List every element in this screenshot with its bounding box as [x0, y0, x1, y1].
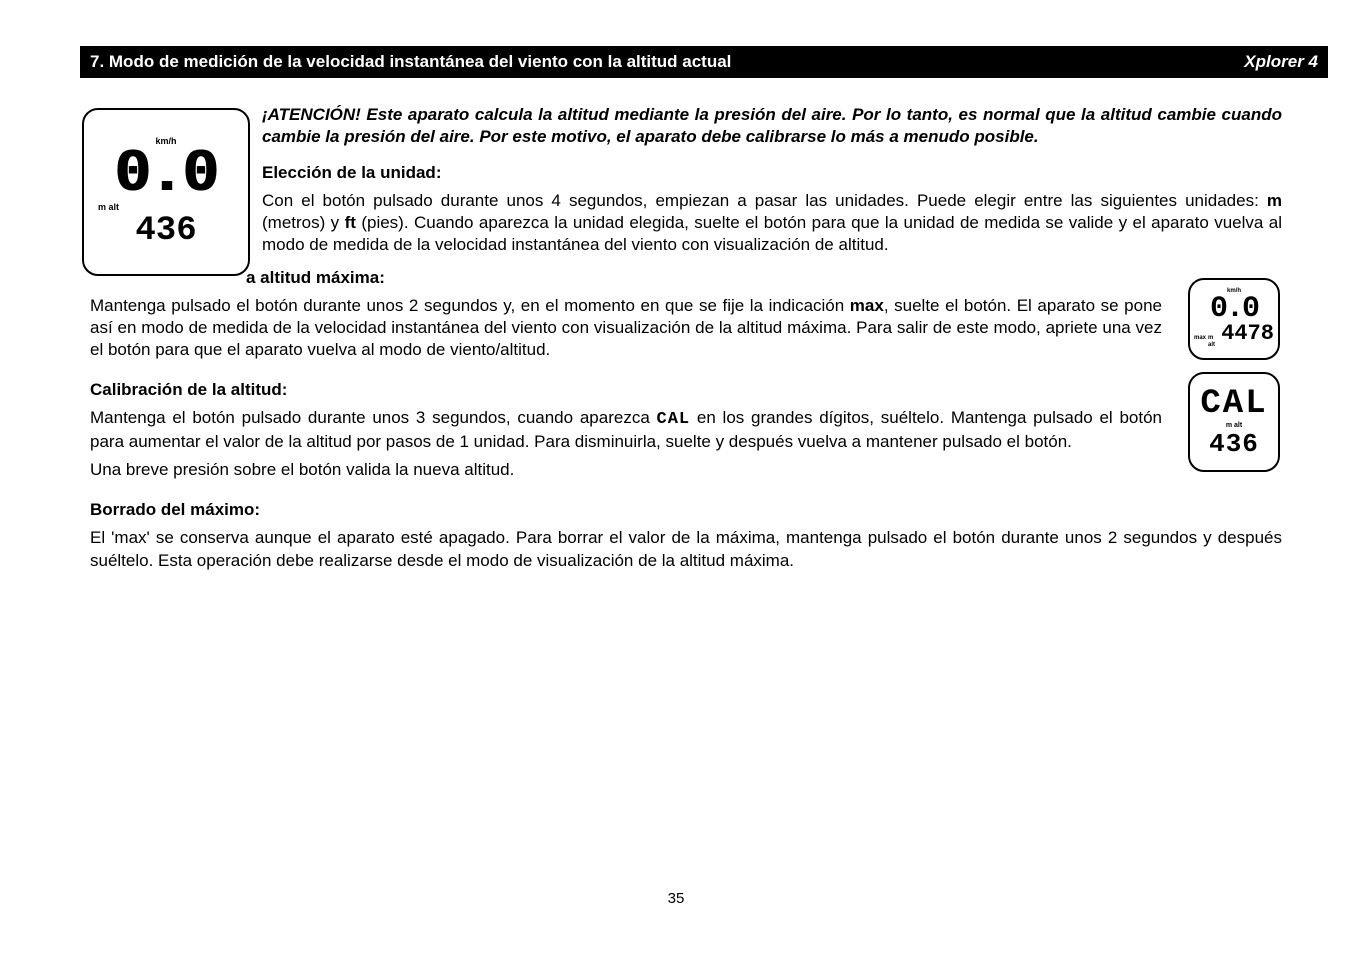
unit-m-desc: (metros) y — [262, 213, 345, 232]
unit-m: m — [1267, 191, 1282, 210]
section-cal-body: Mantenga el botón pulsado durante unos 3… — [90, 407, 1282, 453]
cal-body-pre: Mantenga el botón pulsado durante unos 3… — [90, 408, 657, 427]
section-cal-last: Una breve presión sobre el botón valida … — [90, 459, 1282, 481]
page-number: 35 — [0, 889, 1352, 909]
header-title: 7. Modo de medición de la velocidad inst… — [90, 51, 731, 73]
header-bar: 7. Modo de medición de la velocidad inst… — [80, 46, 1328, 78]
max-label: max — [850, 296, 884, 315]
section-max-body: Mantenga pulsado el botón durante unos 2… — [90, 295, 1282, 361]
section-unit-body: Con el botón pulsado durante unos 4 segu… — [262, 190, 1282, 256]
content-body: ¡ATENCIÓN! Este aparato calcula la altit… — [90, 104, 1282, 572]
section-max-title: a altitud máxima: — [246, 267, 1282, 289]
section-cal-title: Calibración de la altitud: — [90, 379, 1282, 401]
unit-body-pre: Con el botón pulsado durante unos 4 segu… — [262, 191, 1267, 210]
max-body-pre: Mantenga pulsado el botón durante unos 2… — [90, 296, 850, 315]
section-unit-title: Elección de la unidad: — [262, 162, 1282, 184]
header-product: Xplorer 4 — [1244, 51, 1318, 73]
section-erase-body: El 'max' se conserva aunque el aparato e… — [90, 527, 1282, 571]
unit-ft: ft — [345, 213, 356, 232]
cal-glyph-inline: CAL — [657, 410, 691, 429]
section-erase-title: Borrado del máximo: — [90, 499, 1282, 521]
warning-text: ¡ATENCIÓN! Este aparato calcula la altit… — [262, 104, 1282, 148]
unit-ft-desc: (pies). Cuando aparezca la unidad elegid… — [262, 213, 1282, 254]
